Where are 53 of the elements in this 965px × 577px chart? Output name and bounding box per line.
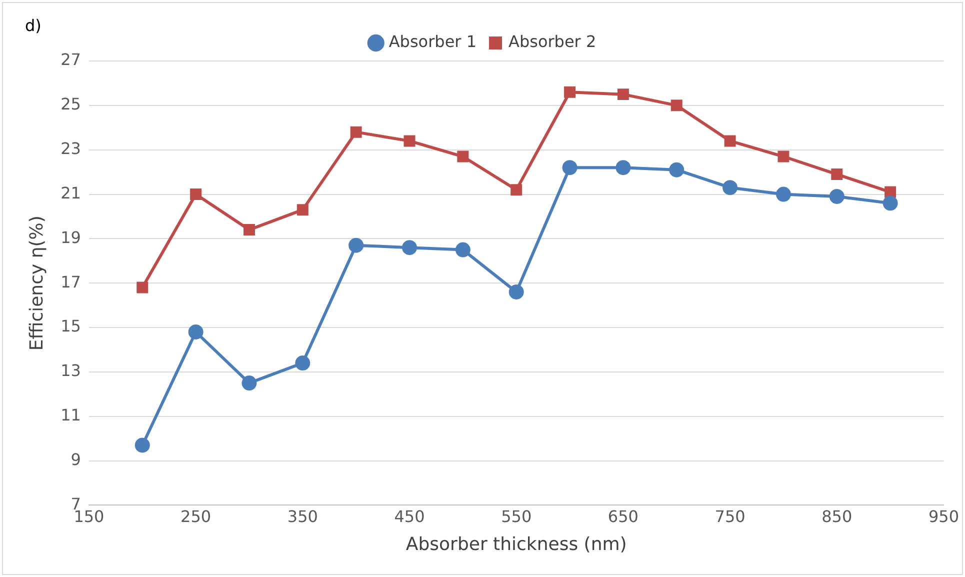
y-tick-label: 25 (60, 94, 81, 114)
x-tick-label: 250 (180, 506, 212, 526)
point (455, 242, 470, 258)
y-tick-label: 21 (60, 183, 81, 202)
x-tick-label: 350 (287, 506, 318, 526)
point (669, 162, 684, 178)
point (776, 186, 791, 202)
point (831, 168, 843, 180)
x-tick-label: 650 (608, 506, 638, 526)
point (616, 160, 631, 176)
y-tick-label: 13 (60, 361, 81, 380)
y-tick-label: 9 (70, 450, 81, 469)
point (882, 196, 898, 211)
x-tick-label: 750 (714, 506, 746, 526)
point (778, 150, 790, 162)
point (134, 438, 150, 453)
point (510, 184, 522, 196)
point (829, 188, 844, 204)
y-tick-label: 15 (60, 316, 81, 336)
point (670, 100, 682, 112)
point (350, 126, 362, 138)
point (136, 282, 148, 294)
legend-label: Absorber 1 (388, 32, 477, 52)
x-axis-title: Absorber thickness (nm) (406, 534, 627, 555)
legend-label: Absorber 2 (508, 32, 596, 52)
text: d) (25, 16, 42, 36)
point (404, 135, 416, 147)
point (722, 180, 738, 196)
point (724, 135, 736, 147)
point (564, 86, 576, 98)
y-tick-label: 27 (60, 50, 81, 70)
y-tick-label: 11 (60, 406, 81, 425)
point (296, 204, 308, 216)
point (508, 284, 524, 300)
point (562, 160, 578, 176)
point (884, 186, 896, 198)
point (190, 188, 202, 200)
point (188, 324, 204, 340)
point (295, 356, 310, 371)
point (457, 150, 469, 162)
x-tick-label: 550 (501, 506, 532, 526)
point (243, 224, 255, 236)
y-axis-title: Efficiency η(%) (26, 216, 48, 351)
y-tick-label: 17 (60, 272, 81, 292)
point (402, 240, 417, 256)
y-tick-label: 19 (60, 228, 81, 247)
y-tick-label: 23 (60, 138, 81, 158)
x-tick-label: 450 (394, 506, 425, 526)
point (348, 238, 364, 253)
point (617, 88, 629, 100)
x-tick-label: 850 (822, 506, 852, 526)
x-tick-label: 950 (928, 506, 960, 526)
point (242, 376, 257, 391)
